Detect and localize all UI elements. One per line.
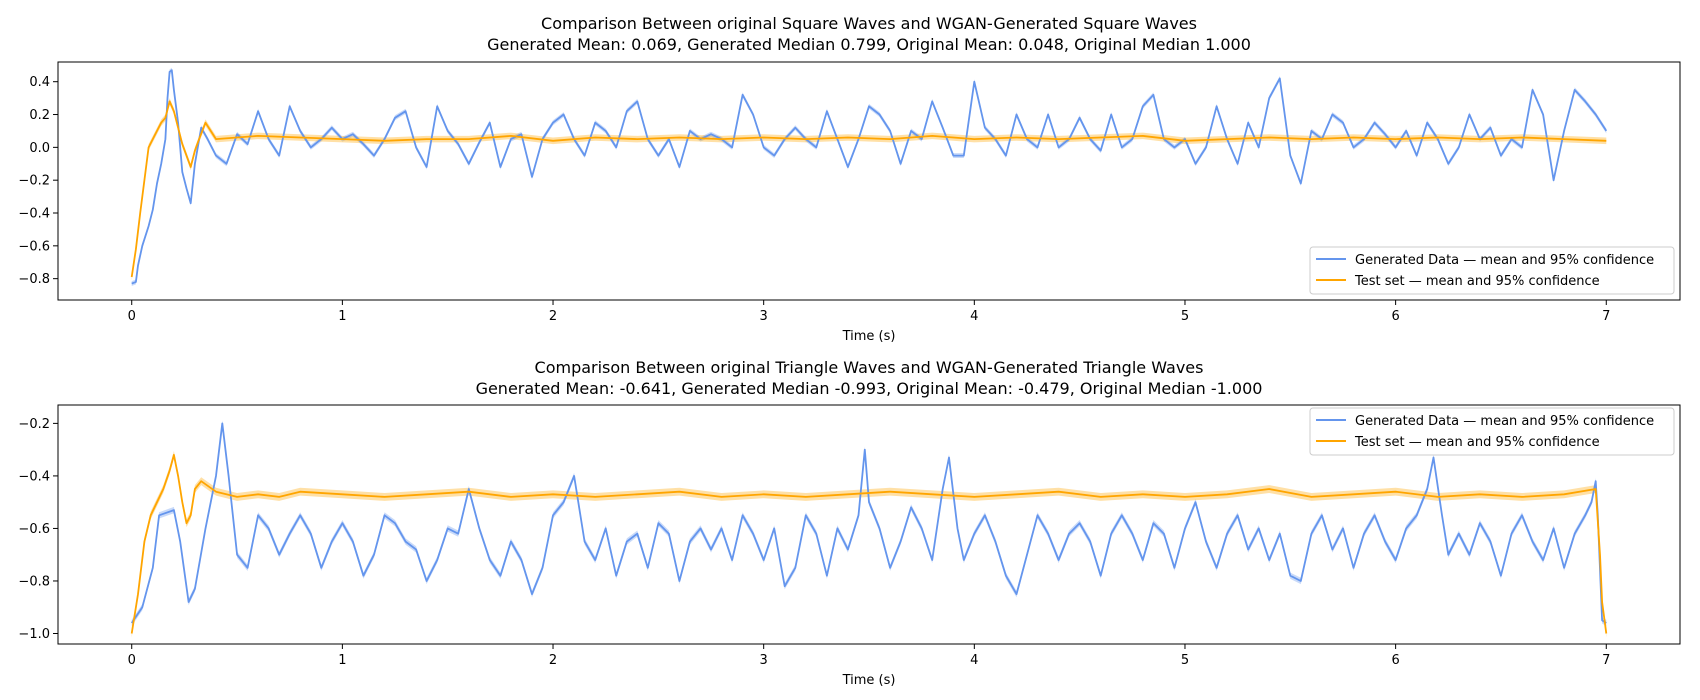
x-tick-label: 5 (1181, 309, 1189, 324)
x-tick-label: 3 (760, 653, 768, 668)
x-tick-label: 4 (970, 309, 978, 324)
y-tick-label: −0.4 (18, 207, 50, 222)
x-tick-label: 6 (1391, 653, 1399, 668)
series-line-test (130, 100, 1607, 278)
x-tick-label: 5 (1181, 653, 1189, 668)
x-tick-label: 0 (128, 653, 136, 668)
legend: Generated Data — mean and 95% confidence… (1309, 246, 1675, 295)
series-line-generated (130, 422, 1607, 624)
legend-box (1309, 246, 1675, 295)
legend-label-test: Test set — mean and 95% confidence (1354, 435, 1600, 450)
x-tick-label: 7 (1602, 653, 1610, 668)
chart-title: Comparison Between original Triangle Wav… (535, 358, 1204, 377)
legend-label-generated: Generated Data — mean and 95% confidence (1355, 253, 1654, 268)
x-tick-label: 2 (549, 653, 557, 668)
x-tick-label: 4 (970, 653, 978, 668)
y-axis: −0.8 −0.6 −0.4 −0.2 0.0 0.2 0.4 (18, 75, 58, 287)
x-axis: 0 1 2 3 4 5 6 7 (128, 300, 1610, 324)
series-lines (130, 69, 1608, 285)
series-line-test (130, 454, 1608, 634)
y-tick-label: −0.8 (18, 574, 50, 589)
y-tick-label: −0.6 (18, 522, 50, 537)
x-tick-label: 7 (1602, 309, 1610, 324)
x-tick-label: 1 (338, 653, 346, 668)
x-axis: 0 1 2 3 4 5 6 7 (128, 644, 1610, 668)
chart-title: Comparison Between original Square Waves… (541, 14, 1197, 33)
y-tick-label: −0.8 (18, 272, 50, 287)
y-axis: −1.0 −0.8 −0.6 −0.4 −0.2 (18, 417, 58, 642)
x-tick-label: 3 (760, 309, 768, 324)
legend-label-generated: Generated Data — mean and 95% confidence (1355, 414, 1654, 429)
y-tick-label: −0.4 (18, 469, 50, 484)
triangle-wave-chart: Comparison Between original Triangle Wav… (18, 358, 1681, 688)
y-tick-label: −0.2 (18, 174, 50, 189)
confidence-band-test (131, 451, 1607, 638)
y-tick-label: 0.4 (29, 75, 50, 90)
y-tick-label: −0.2 (18, 417, 50, 432)
y-tick-label: −1.0 (18, 627, 50, 642)
y-tick-label: 0.2 (29, 108, 50, 123)
series-lines (130, 422, 1608, 634)
y-tick-label: 0.0 (29, 141, 50, 156)
axes-frame (57, 404, 1681, 645)
x-tick-label: 2 (549, 309, 557, 324)
x-tick-label: 1 (338, 309, 346, 324)
legend-box (1309, 407, 1675, 456)
y-tick-label: −0.6 (18, 239, 50, 254)
chart-subtitle: Generated Mean: 0.069, Generated Median … (487, 35, 1251, 54)
axes-frame (57, 61, 1681, 301)
legend-label-test: Test set — mean and 95% confidence (1354, 274, 1600, 289)
x-axis-label: Time (s) (842, 329, 896, 344)
square-wave-chart: Comparison Between original Square Waves… (18, 14, 1681, 344)
chart-subtitle: Generated Mean: -0.641, Generated Median… (476, 379, 1263, 398)
legend: Generated Data — mean and 95% confidence… (1309, 407, 1675, 456)
x-tick-label: 0 (128, 309, 136, 324)
x-tick-label: 6 (1391, 309, 1399, 324)
x-axis-label: Time (s) (842, 673, 896, 688)
